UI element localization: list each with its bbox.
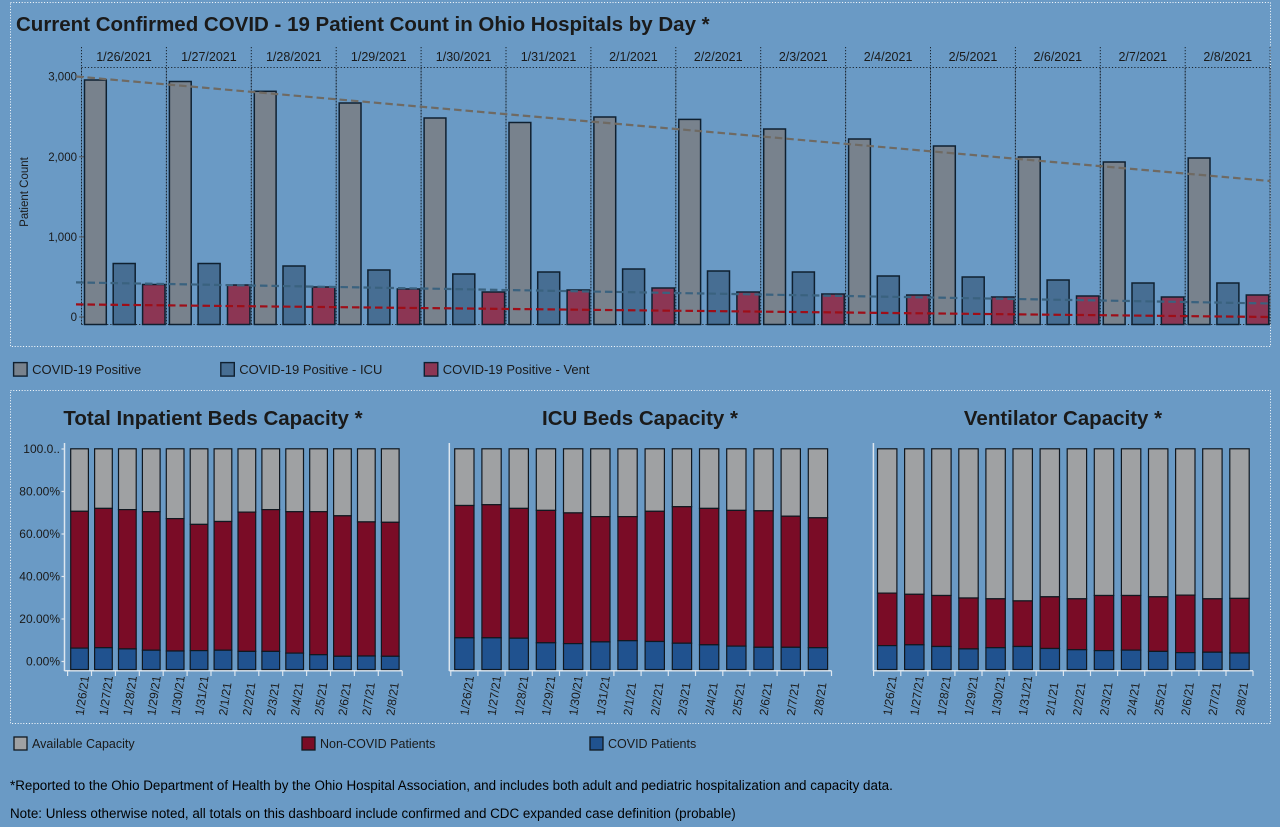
svg-text:2/4/21: 2/4/21 — [702, 681, 721, 716]
svg-text:2/2/21: 2/2/21 — [648, 681, 667, 716]
svg-text:1/28/21: 1/28/21 — [935, 674, 954, 716]
svg-text:1/31/21: 1/31/21 — [192, 674, 211, 716]
svg-text:1/28/21: 1/28/21 — [120, 674, 139, 716]
svg-text:Non-COVID Patients: Non-COVID Patients — [320, 737, 435, 751]
svg-text:2/1/21: 2/1/21 — [216, 681, 235, 716]
svg-text:2/3/21: 2/3/21 — [675, 681, 694, 716]
svg-text:2/3/2021: 2/3/2021 — [779, 50, 828, 64]
svg-text:COVID-19 Positive: COVID-19 Positive — [32, 362, 141, 377]
svg-text:2,000: 2,000 — [48, 152, 77, 164]
svg-text:1,000: 1,000 — [48, 232, 77, 244]
svg-text:80.00%: 80.00% — [19, 485, 60, 499]
svg-text:2/8/21: 2/8/21 — [811, 681, 830, 716]
svg-text:60.00%: 60.00% — [19, 527, 60, 541]
svg-text:1/29/2021: 1/29/2021 — [351, 50, 407, 64]
svg-text:2/5/2021: 2/5/2021 — [949, 50, 998, 64]
svg-text:1/26/21: 1/26/21 — [73, 674, 92, 716]
svg-text:1/27/2021: 1/27/2021 — [181, 50, 237, 64]
svg-text:2/3/21: 2/3/21 — [264, 681, 283, 716]
svg-text:100.0..: 100.0.. — [23, 442, 60, 456]
svg-text:ICU Beds Capacity *: ICU Beds Capacity * — [542, 407, 738, 430]
svg-text:1/30/2021: 1/30/2021 — [436, 50, 492, 64]
svg-text:1/27/21: 1/27/21 — [485, 674, 504, 716]
svg-text:*Reported to the Ohio Departme: *Reported to the Ohio Department of Heal… — [10, 778, 893, 793]
svg-text:1/26/21: 1/26/21 — [457, 674, 476, 716]
svg-text:Note: Unless otherwise noted,: Note: Unless otherwise noted, all totals… — [10, 806, 736, 821]
svg-text:2/6/21: 2/6/21 — [1178, 681, 1197, 716]
svg-text:1/30/21: 1/30/21 — [989, 674, 1008, 716]
svg-text:2/4/21: 2/4/21 — [1124, 681, 1143, 716]
svg-text:2/7/21: 2/7/21 — [1206, 681, 1225, 716]
svg-text:2/6/21: 2/6/21 — [336, 681, 355, 716]
svg-text:2/1/2021: 2/1/2021 — [609, 50, 658, 64]
svg-text:0: 0 — [71, 312, 77, 324]
svg-text:2/4/21: 2/4/21 — [288, 681, 307, 716]
svg-text:Current Confirmed COVID - 19 P: Current Confirmed COVID - 19 Patient Cou… — [16, 13, 710, 36]
svg-text:1/29/21: 1/29/21 — [539, 674, 558, 716]
svg-text:20.00%: 20.00% — [19, 612, 60, 626]
svg-text:2/7/21: 2/7/21 — [784, 681, 803, 716]
svg-text:2/5/21: 2/5/21 — [730, 681, 749, 716]
svg-text:Available Capacity: Available Capacity — [32, 737, 135, 751]
svg-text:2/4/2021: 2/4/2021 — [864, 50, 913, 64]
svg-text:2/2/21: 2/2/21 — [1070, 681, 1089, 716]
svg-text:1/31/2021: 1/31/2021 — [521, 50, 577, 64]
svg-text:2/5/21: 2/5/21 — [1151, 681, 1170, 716]
svg-text:1/30/21: 1/30/21 — [168, 674, 187, 716]
svg-text:2/8/21: 2/8/21 — [383, 681, 402, 716]
svg-text:2/8/21: 2/8/21 — [1233, 681, 1252, 716]
svg-text:2/8/2021: 2/8/2021 — [1203, 50, 1252, 64]
svg-text:Patient Count: Patient Count — [19, 156, 31, 226]
svg-text:2/1/21: 2/1/21 — [621, 681, 640, 716]
svg-text:2/5/21: 2/5/21 — [312, 681, 331, 716]
svg-text:2/2/2021: 2/2/2021 — [694, 50, 743, 64]
svg-text:2/6/21: 2/6/21 — [757, 681, 776, 716]
svg-text:1/28/21: 1/28/21 — [512, 674, 531, 716]
svg-text:COVID Patients: COVID Patients — [608, 737, 696, 751]
svg-text:1/31/21: 1/31/21 — [1016, 674, 1035, 716]
svg-text:1/27/21: 1/27/21 — [97, 674, 116, 716]
svg-text:1/30/21: 1/30/21 — [566, 674, 585, 716]
svg-text:1/26/2021: 1/26/2021 — [96, 50, 152, 64]
svg-text:3,000: 3,000 — [48, 72, 77, 84]
svg-text:1/28/2021: 1/28/2021 — [266, 50, 322, 64]
svg-text:2/2/21: 2/2/21 — [240, 681, 259, 716]
svg-text:1/26/21: 1/26/21 — [880, 674, 899, 716]
svg-text:40.00%: 40.00% — [19, 570, 60, 584]
svg-text:1/29/21: 1/29/21 — [144, 674, 163, 716]
svg-text:1/27/21: 1/27/21 — [907, 674, 926, 716]
svg-text:2/3/21: 2/3/21 — [1097, 681, 1116, 716]
svg-text:2/6/2021: 2/6/2021 — [1033, 50, 1082, 64]
svg-text:2/1/21: 2/1/21 — [1043, 681, 1062, 716]
svg-text:Total Inpatient Beds Capacity: Total Inpatient Beds Capacity * — [63, 407, 362, 430]
svg-text:1/29/21: 1/29/21 — [962, 674, 981, 716]
svg-text:Ventilator Capacity *: Ventilator Capacity * — [964, 407, 1162, 430]
svg-text:2/7/21: 2/7/21 — [359, 681, 378, 716]
svg-text:2/7/2021: 2/7/2021 — [1118, 50, 1167, 64]
svg-text:COVID-19 Positive - Vent: COVID-19 Positive - Vent — [443, 362, 590, 377]
svg-text:0.00%: 0.00% — [26, 655, 60, 669]
svg-text:1/31/21: 1/31/21 — [594, 674, 613, 716]
svg-text:COVID-19 Positive - ICU: COVID-19 Positive - ICU — [239, 362, 382, 377]
